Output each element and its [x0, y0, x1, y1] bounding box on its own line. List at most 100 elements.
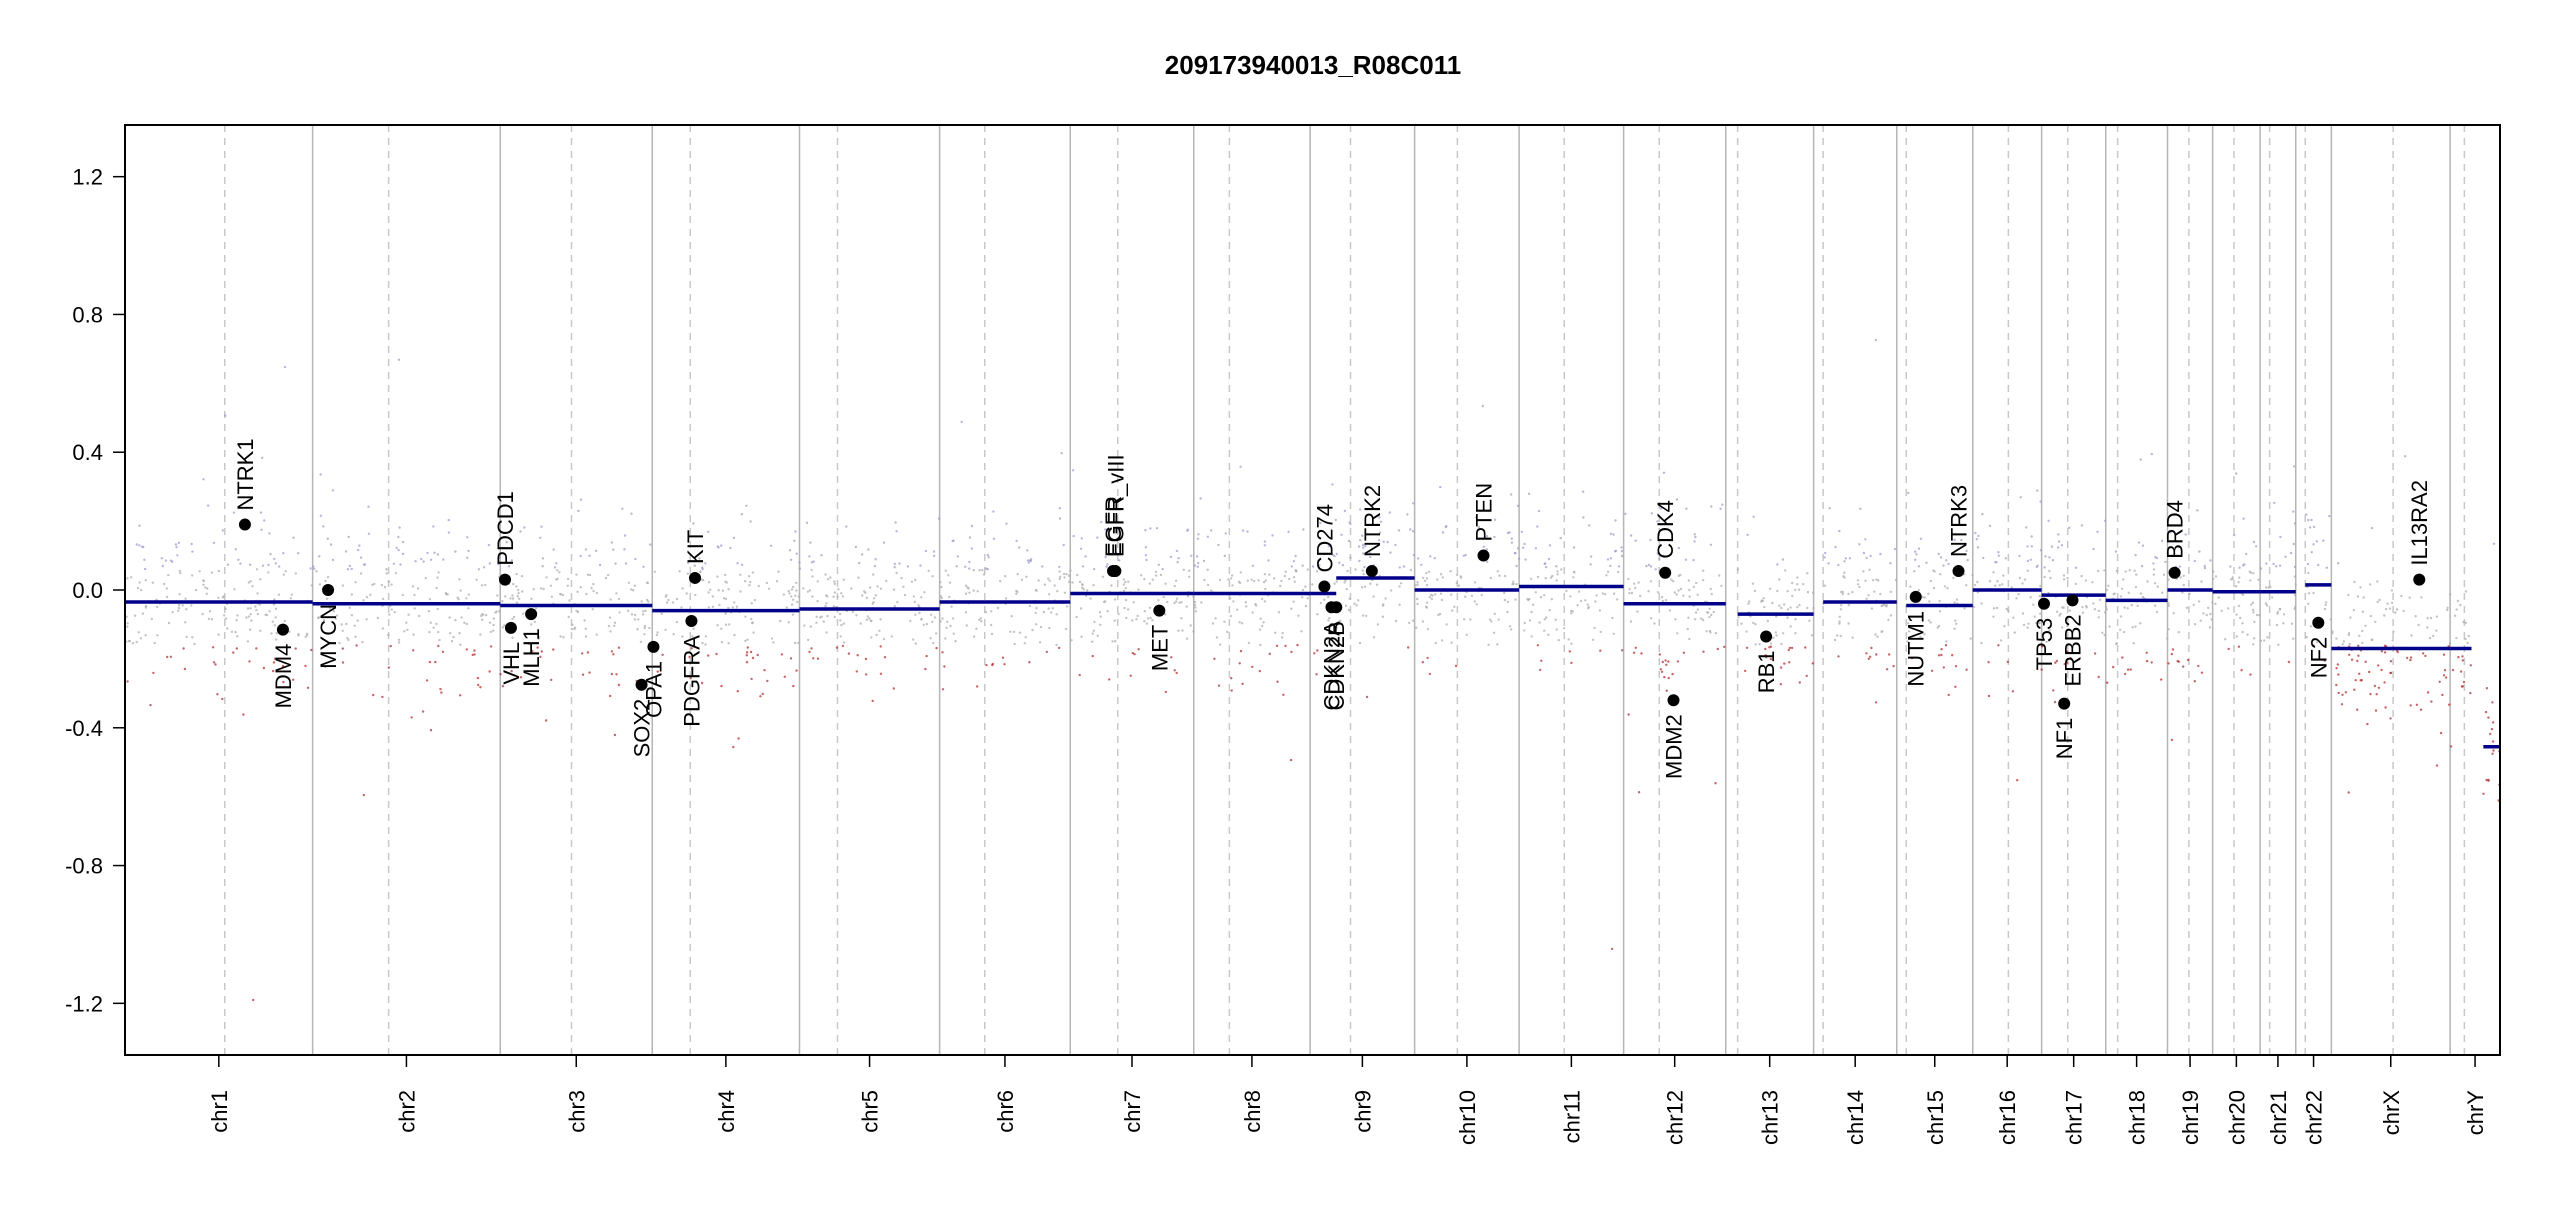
probe-point	[621, 507, 624, 510]
probe-point	[570, 627, 574, 631]
probe-point	[2133, 569, 2136, 572]
probe-point	[559, 635, 562, 638]
probe-point	[868, 617, 871, 620]
probe-point	[1879, 552, 1882, 556]
probe-point	[2152, 562, 2155, 565]
probe-point	[1748, 600, 1751, 603]
probe-point	[672, 633, 675, 636]
probe-point	[1078, 673, 1081, 677]
probe-point	[2237, 581, 2240, 584]
probe-point	[729, 546, 732, 550]
probe-point	[2485, 687, 2489, 690]
probe-point	[350, 567, 353, 571]
probe-point	[138, 524, 141, 527]
probe-point	[165, 595, 169, 599]
probe-point	[660, 612, 663, 615]
probe-point	[1543, 562, 1546, 566]
gene-marker-rb1	[1760, 630, 1773, 643]
probe-point	[1506, 610, 1509, 614]
probe-point	[1210, 529, 1213, 532]
probe-point	[1154, 570, 1158, 574]
probe-point	[609, 694, 612, 698]
probe-point	[2253, 620, 2256, 624]
probe-point	[454, 619, 457, 622]
probe-point	[511, 636, 514, 639]
probe-point	[2182, 583, 2185, 587]
probe-point	[475, 578, 478, 581]
probe-point	[176, 554, 179, 557]
probe-point	[756, 653, 759, 657]
probe-point	[794, 641, 797, 645]
probe-point	[838, 612, 842, 616]
probe-point	[2134, 625, 2137, 628]
probe-point	[167, 621, 171, 625]
probe-point	[1587, 605, 1591, 609]
probe-point	[230, 630, 234, 633]
probe-point	[1245, 605, 1248, 608]
probe-point	[896, 600, 899, 604]
probe-point	[1145, 558, 1148, 562]
probe-point	[133, 614, 137, 617]
probe-point	[2252, 611, 2255, 614]
probe-point	[1481, 404, 1485, 408]
probe-point	[1933, 570, 1936, 573]
probe-point	[1550, 598, 1554, 601]
probe-point	[1157, 563, 1161, 566]
probe-point	[1445, 525, 1448, 528]
probe-point	[1223, 554, 1227, 558]
probe-point	[2214, 575, 2218, 578]
probe-point	[2308, 526, 2312, 529]
probe-point	[2378, 598, 2381, 602]
probe-point	[1982, 556, 1985, 560]
probe-point	[1914, 558, 1917, 561]
probe-point	[1072, 534, 1075, 538]
probe-point	[1788, 661, 1791, 664]
probe-point	[2074, 582, 2077, 586]
probe-point	[1834, 545, 1837, 549]
probe-point	[989, 623, 993, 627]
probe-point	[1709, 543, 1713, 546]
probe-point	[1355, 604, 1358, 607]
probe-point	[139, 637, 143, 640]
probe-point	[202, 478, 205, 481]
gene-marker-cdk4	[1659, 566, 1672, 579]
probe-point	[1851, 591, 1854, 594]
gene-marker-il13ra2	[2413, 573, 2426, 586]
probe-point	[1202, 559, 1206, 563]
probe-point	[979, 617, 982, 620]
probe-point	[733, 633, 736, 637]
probe-point	[2107, 584, 2110, 587]
probe-point	[2331, 631, 2334, 635]
gene-label-sox2: SOX2	[630, 699, 655, 758]
probe-point	[501, 685, 505, 688]
probe-point	[1264, 579, 1267, 582]
probe-point	[432, 525, 435, 528]
probe-point	[1955, 622, 1958, 625]
probe-point	[1954, 619, 1957, 622]
probe-point	[2419, 708, 2423, 711]
probe-point	[2004, 557, 2008, 560]
probe-point	[509, 597, 512, 600]
probe-point	[1262, 581, 1266, 584]
probe-point	[309, 567, 312, 570]
probe-point	[2057, 546, 2060, 549]
probe-point	[418, 614, 421, 618]
probe-point	[1947, 693, 1950, 697]
probe-point	[2292, 637, 2295, 640]
probe-point	[577, 509, 580, 513]
probe-point	[249, 607, 252, 610]
probe-point	[1965, 549, 1968, 552]
probe-point	[1870, 646, 1873, 650]
probe-point	[520, 575, 524, 578]
probe-point	[341, 661, 345, 664]
probe-point	[837, 588, 840, 591]
probe-point	[1708, 607, 1711, 610]
probe-point	[1998, 584, 2002, 587]
probe-point	[1514, 552, 1517, 555]
probe-point	[1532, 603, 1535, 606]
probe-point	[544, 719, 548, 722]
probe-point	[1721, 503, 1724, 506]
probe-point	[1230, 677, 1233, 680]
probe-point	[932, 550, 936, 553]
probe-point	[794, 594, 797, 597]
